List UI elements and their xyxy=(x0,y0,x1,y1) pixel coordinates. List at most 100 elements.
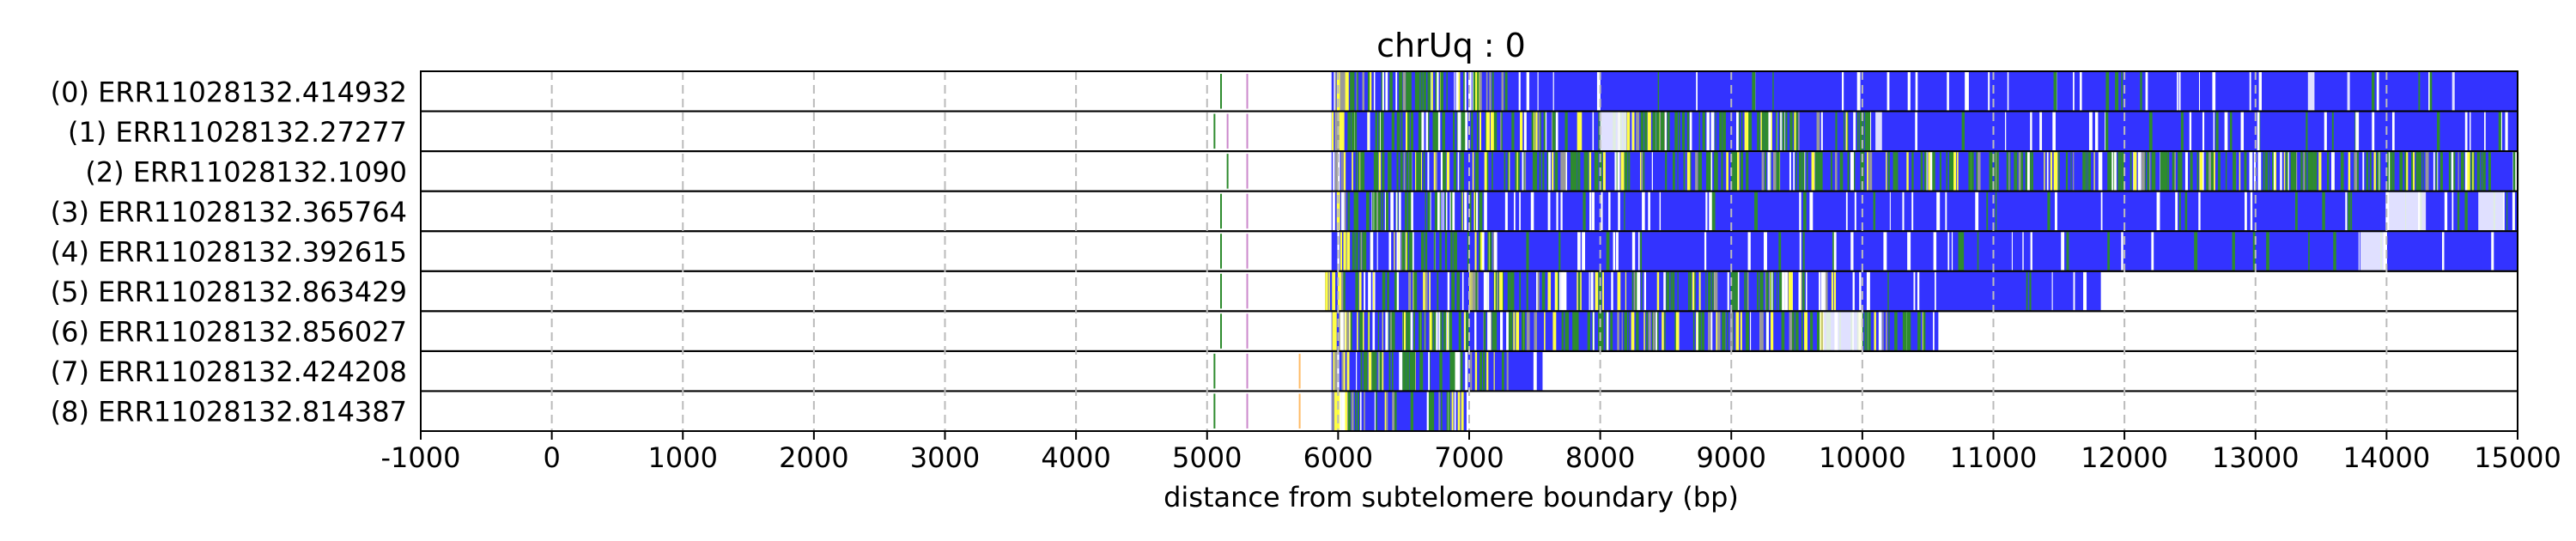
read-stripe xyxy=(2418,72,2421,111)
read-stripe xyxy=(1765,232,1767,270)
read-stripe xyxy=(1664,112,1667,151)
read-stripe xyxy=(1702,112,1705,151)
read-stripe xyxy=(1646,312,1649,350)
read-stripe xyxy=(1906,152,1909,191)
read-stripe xyxy=(2144,152,2146,191)
read-stripe xyxy=(2464,191,2468,231)
read-stripe xyxy=(1382,152,1385,191)
read-stripe xyxy=(1523,152,1526,191)
read-stripe xyxy=(1340,191,1345,231)
read-stripe xyxy=(1636,112,1640,151)
read-stripe xyxy=(1450,232,1453,270)
read-stripe xyxy=(1421,112,1425,151)
read-stripe xyxy=(1433,232,1436,270)
read-stripe xyxy=(1442,191,1444,231)
read-gap xyxy=(2478,191,2505,231)
read-stripe xyxy=(1492,232,1494,270)
read-stripe xyxy=(1789,271,1792,311)
read-stripe xyxy=(1959,232,1963,270)
read-stripe xyxy=(2355,112,2360,151)
read-stripe xyxy=(2453,152,2456,191)
read-stripe xyxy=(1476,112,1479,151)
read-stripe xyxy=(1643,271,1647,311)
read-stripe xyxy=(1996,152,1999,191)
read-stripe xyxy=(1483,312,1486,350)
read-stripe xyxy=(1675,312,1680,350)
read-stripe xyxy=(1364,232,1367,270)
read-stripe xyxy=(1656,312,1659,350)
read-stripe xyxy=(1450,351,1455,391)
read-stripe xyxy=(1410,312,1413,350)
read-stripe xyxy=(1352,232,1354,270)
read-stripe xyxy=(1396,152,1399,191)
read-stripe xyxy=(1873,191,1876,231)
read-stripe xyxy=(1631,312,1635,350)
read-stripe xyxy=(1611,271,1613,311)
read-stripe xyxy=(1406,72,1410,111)
read-stripe xyxy=(1359,392,1362,430)
read-stripe xyxy=(1722,312,1726,350)
read-stripe xyxy=(1461,191,1462,231)
read-stripe xyxy=(2098,152,2102,191)
read-stripe xyxy=(1784,271,1788,311)
read-stripe xyxy=(1526,312,1530,350)
read-stripe xyxy=(2245,191,2247,231)
read-stripe xyxy=(1776,152,1780,191)
read-stripe xyxy=(1801,152,1805,191)
read-stripe xyxy=(1359,232,1361,270)
read-stripe xyxy=(1628,312,1630,350)
read-stripe xyxy=(1332,392,1334,430)
read-stripe xyxy=(1446,312,1449,350)
read-stripe xyxy=(2160,152,2163,191)
read-stripe xyxy=(1545,112,1547,151)
read-stripe xyxy=(1367,112,1369,151)
read-stripe xyxy=(1678,112,1680,151)
read-stripe xyxy=(2345,191,2348,231)
read-stripe xyxy=(1339,312,1340,350)
read-stripe xyxy=(1467,232,1469,270)
read-stripe xyxy=(1913,271,1916,311)
read-stripe xyxy=(1358,152,1360,191)
read-stripe xyxy=(1868,312,1871,350)
read-stripe xyxy=(1953,152,1957,191)
read-stripe xyxy=(1473,191,1477,231)
read-stripe xyxy=(1530,191,1534,231)
read-stripe xyxy=(1533,351,1537,391)
read-stripe xyxy=(1994,152,1997,191)
read-stripe xyxy=(2354,152,2358,191)
read-stripe xyxy=(1819,271,1821,311)
read-stripe xyxy=(1472,271,1476,311)
read-stripe xyxy=(1641,112,1644,151)
read-stripe xyxy=(1554,152,1557,191)
read-stripe xyxy=(1845,191,1848,231)
read-stripe xyxy=(1759,271,1761,311)
read-stripe xyxy=(1396,232,1399,270)
read-stripe xyxy=(1474,351,1478,391)
read-stripe xyxy=(2376,72,2379,111)
read-stripe xyxy=(2080,72,2082,111)
read-stripe xyxy=(1477,72,1479,111)
read-stripe xyxy=(1746,271,1748,311)
read-stripe xyxy=(1571,152,1574,191)
pre-read-marker xyxy=(1298,353,1301,389)
read-stripe xyxy=(1492,312,1495,350)
read-stripe xyxy=(2249,152,2253,191)
read-stripe xyxy=(1348,312,1352,350)
read-stripe xyxy=(1370,72,1372,111)
read-stripe xyxy=(1435,112,1439,151)
read-stripe xyxy=(1344,232,1346,270)
read-stripe xyxy=(2196,152,2199,191)
read-stripe xyxy=(2082,152,2086,191)
read-stripe xyxy=(2147,152,2150,191)
read-stripe xyxy=(1465,312,1469,350)
read-stripe xyxy=(1494,312,1498,350)
read-stripe xyxy=(1453,152,1455,191)
read-stripe xyxy=(1585,152,1589,191)
read-stripe xyxy=(1475,72,1479,111)
read-stripe xyxy=(2149,112,2153,151)
read-stripe xyxy=(1346,72,1349,111)
read-stripe xyxy=(1430,392,1434,430)
read-stripe xyxy=(1692,271,1695,311)
read-stripe xyxy=(1656,312,1658,350)
read-stripe xyxy=(1413,312,1415,350)
